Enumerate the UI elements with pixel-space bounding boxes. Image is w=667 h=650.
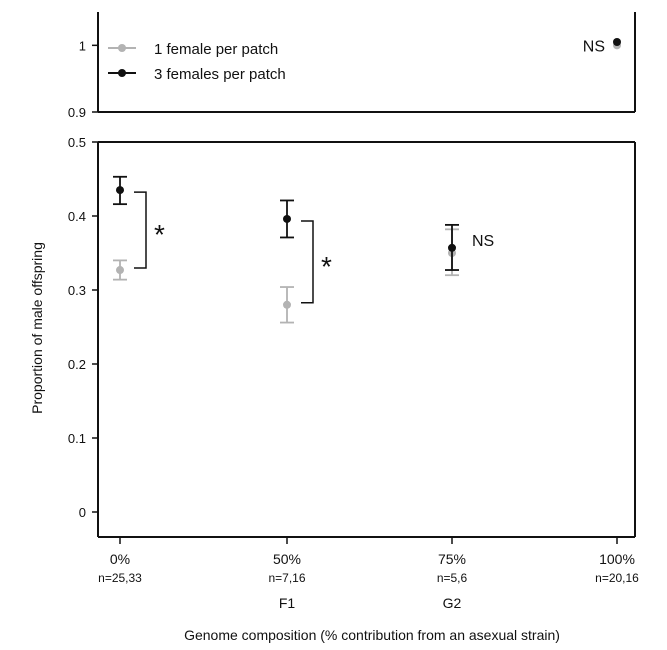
x-axis-ticks: 0% n=25,33 50% n=7,16 F1 75% n=5,6 G2 100% n=20,1… (98, 537, 639, 611)
legend-label-series-2: 3 females per patch (154, 66, 286, 83)
x-tick-label-3: 100% (599, 551, 635, 567)
sample-size-label-2: n=5,6 (437, 571, 468, 585)
data-point-s1-3 (613, 38, 621, 46)
data-point-s1-1 (283, 214, 291, 223)
legend: 1 female per patch 3 females per patch (108, 41, 286, 83)
significance-bracket-0 (134, 191, 147, 269)
not-significant-label-2: NS (472, 233, 494, 250)
y-tick-label-1: 0.1 (68, 431, 86, 446)
data-point-s1-0 (116, 186, 124, 195)
top-panel-y-ticks: 0.91 (68, 38, 98, 120)
data-point-s0-1 (283, 300, 291, 309)
top-y-tick-label-0: 0.9 (68, 105, 86, 120)
y-tick-label-2: 0.2 (68, 357, 86, 372)
x-axis-title: Genome composition (% contribution from … (184, 627, 560, 643)
y-tick-label-5: 0.5 (68, 135, 86, 150)
x-tick-label-2: 75% (438, 551, 466, 567)
sample-size-label-1: n=7,16 (268, 571, 305, 585)
sample-size-label-0: n=25,33 (98, 571, 142, 585)
not-significant-label-3: NS (583, 38, 605, 55)
legend-label-series-1: 1 female per patch (154, 41, 278, 58)
significance-star-0: * (154, 219, 165, 250)
generation-label-2: G2 (443, 595, 462, 611)
x-tick-label-0: 0% (110, 551, 130, 567)
x-tick-label-1: 50% (273, 551, 301, 567)
top-y-tick-label-1: 1 (79, 38, 86, 53)
generation-label-1: F1 (279, 595, 296, 611)
data-point-s1-2 (448, 243, 456, 252)
main-panel-y-ticks: 0 0.1 0.2 0.3 0.4 0.5 (68, 135, 98, 520)
y-tick-label-3: 0.3 (68, 283, 86, 298)
significance-bracket-1 (301, 220, 314, 304)
y-tick-label-0: 0 (79, 505, 86, 520)
data-marks (113, 38, 621, 324)
y-axis-title: Proportion of male offspring (29, 242, 45, 414)
y-tick-label-4: 0.4 (68, 209, 86, 224)
annotations: * * NS NS (134, 38, 605, 304)
legend-dot-series-1 (118, 44, 126, 52)
legend-dot-series-2 (118, 69, 126, 77)
sample-size-label-3: n=20,16 (595, 571, 639, 585)
significance-star-1: * (321, 251, 332, 282)
data-point-s0-0 (116, 266, 124, 275)
